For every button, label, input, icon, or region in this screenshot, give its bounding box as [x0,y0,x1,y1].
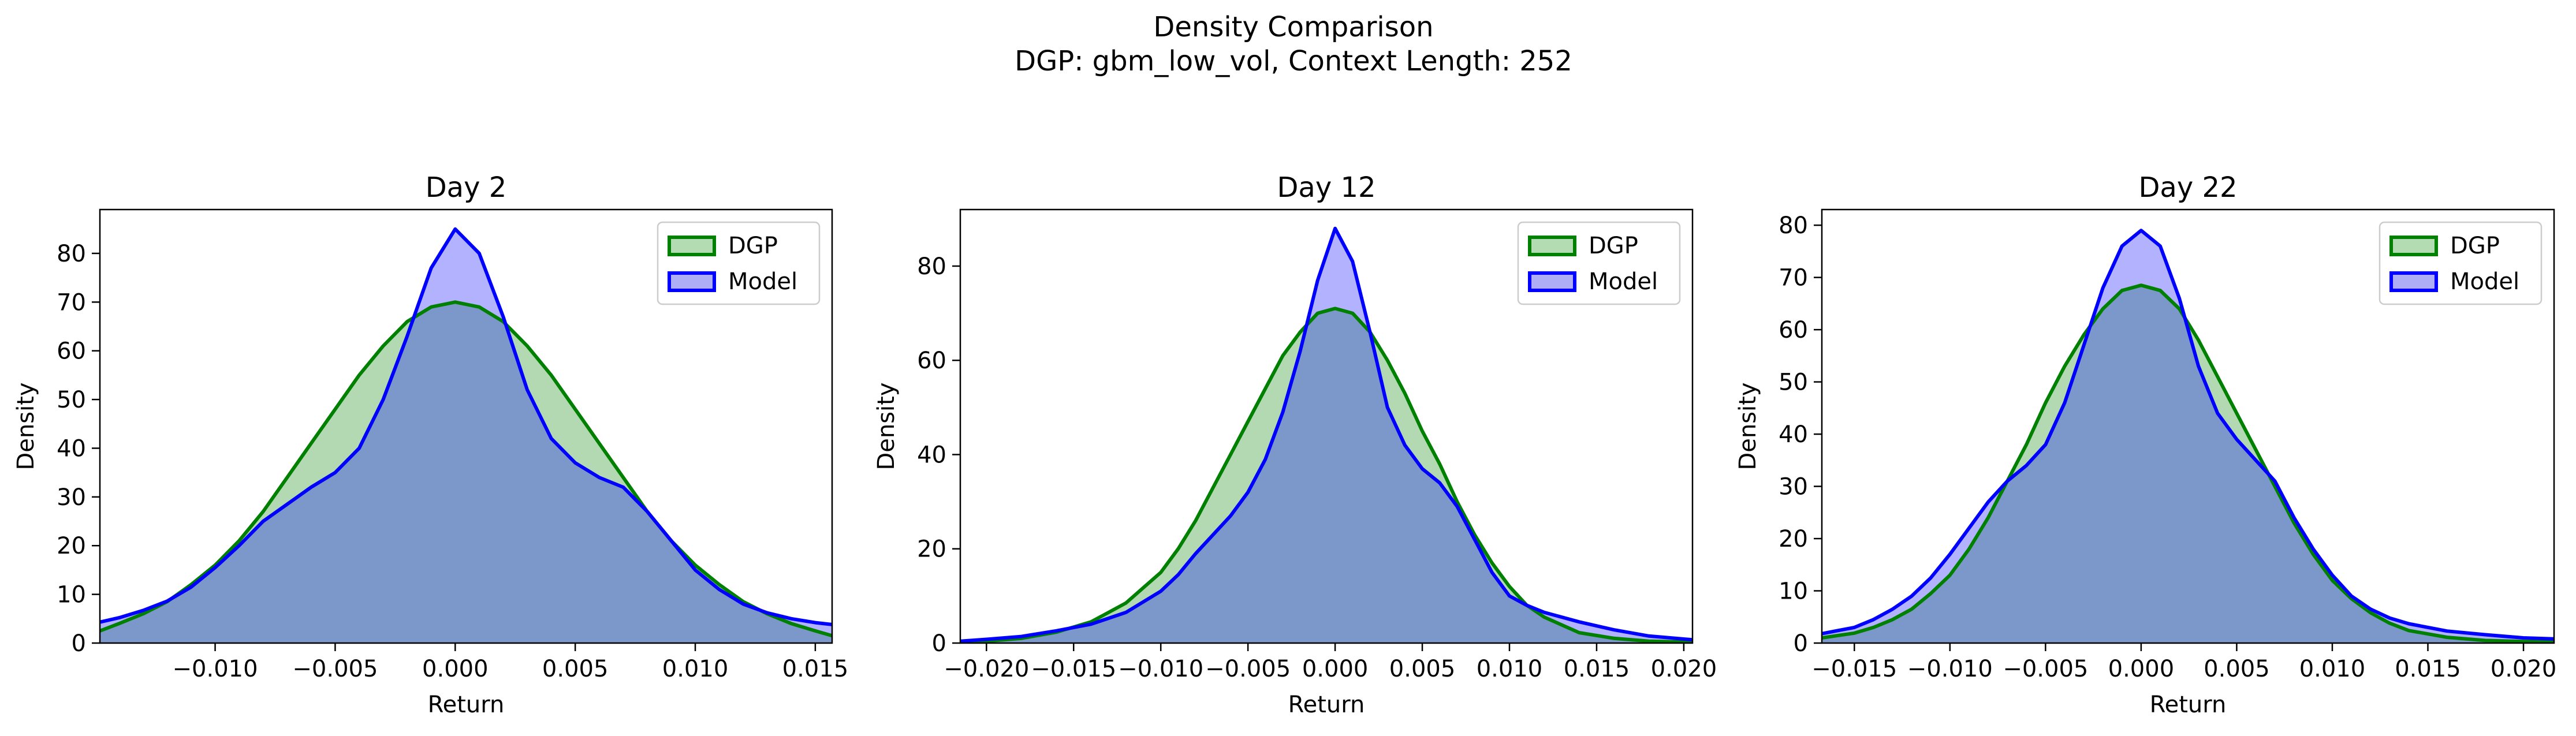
axes-frame [959,208,1694,644]
dgp-density-line [1822,283,2554,643]
legend-swatch-model [1528,271,1576,292]
y-tick-label: 20 [1779,526,1808,552]
legend-label: DGP [2450,233,2500,259]
x-tick-label: 0.020 [2491,656,2557,682]
y-axis-label: Density [873,382,900,470]
y-tick-label: 40 [57,435,86,462]
legend: DGP Model [657,221,821,305]
x-tick-label: 0.015 [2395,656,2461,682]
y-tick-label: 70 [57,289,86,316]
legend-label: DGP [1589,233,1638,259]
y-tick-label: 70 [1779,265,1808,292]
model-density-line [100,227,832,626]
figure-title-line1: Density Comparison [1153,11,1433,43]
y-tick-label: 0 [1794,630,1808,657]
model-density-fill [960,228,1693,643]
x-tick-label: 0.010 [662,656,729,682]
y-tick-label: 20 [917,536,946,563]
figure-title-line2: DGP: gbm_low_vol, Context Length: 252 [1015,45,1572,77]
legend-swatch-model [668,271,716,292]
y-axis-label: Density [13,382,39,470]
panel-day-12: −0.020 −0.015 −0.010 −0.005 0.000 0.005 0.010 0… [873,171,1717,718]
x-tick-label: −0.015 [1031,656,1116,682]
x-tick-label: 0.015 [1564,656,1630,682]
x-tick-label: 0.015 [782,656,849,682]
x-tick-label: −0.020 [944,656,1029,682]
plot-area [1822,229,2554,643]
legend: DGP Model [2379,221,2543,305]
dgp-density-line [100,300,832,638]
plot-area [100,227,832,643]
x-tick-label: −0.005 [2003,656,2088,682]
legend-label: Model [2450,268,2519,295]
legend: DGP Model [1517,221,1681,305]
legend-label: Model [1589,268,1658,295]
x-tick-label: 0.000 [2108,656,2175,682]
y-tick-label: 10 [57,582,86,608]
legend-swatch-model [2389,271,2438,292]
x-tick-label: 0.005 [1389,656,1456,682]
dgp-density-fill [100,302,832,643]
x-tick-label: −0.010 [173,656,258,682]
x-tick-label: −0.010 [1907,656,1993,682]
x-tick-label: −0.005 [292,656,378,682]
y-tick-label: 60 [57,338,86,365]
y-tick-label: 80 [57,241,86,267]
axes-title: Day 22 [2138,171,2237,204]
y-tick-label: 60 [1779,317,1808,343]
x-tick-label: 0.005 [2204,656,2270,682]
y-tick-label: 10 [1779,578,1808,605]
y-tick-label: 20 [57,533,86,559]
axes-frame [99,208,833,644]
x-tick-label: −0.005 [1205,656,1291,682]
axes-title: Day 12 [1277,171,1375,204]
dgp-density-fill [960,308,1693,643]
y-axis-label: Density [1735,382,1761,470]
y-tick-label: 80 [917,253,946,280]
x-tick-label: 0.000 [1302,656,1369,682]
x-tick-label: 0.020 [1651,656,1717,682]
y-tick-label: 40 [1779,421,1808,448]
plot-area [960,226,1693,643]
axes-frame [1821,208,2555,644]
panel-day-22: −0.015 −0.010 −0.005 0.000 0.005 0.010 0.015 0.… [1735,171,2556,718]
legend-swatch-dgp [1528,236,1576,256]
y-tick-label: 50 [1779,369,1808,396]
y-tick-label: 0 [72,630,86,657]
y-tick-label: 50 [57,387,86,413]
model-density-fill [1822,230,2554,643]
y-tick-label: 40 [917,442,946,468]
dgp-density-fill [1822,285,2554,643]
y-tick-label: 0 [932,630,946,657]
x-axis-label: Return [1288,692,1365,718]
panel-day-2: −0.010 −0.005 0.000 0.005 0.010 0.015 0 10 20 30 4… [13,171,848,718]
model-density-line [960,226,1693,643]
legend-label: Model [728,268,797,295]
dgp-density-line [960,307,1693,643]
x-tick-label: 0.010 [1477,656,1543,682]
y-tick-label: 30 [57,484,86,511]
y-tick-label: 80 [1779,212,1808,239]
legend-swatch-dgp [2389,236,2438,256]
x-tick-label: −0.010 [1118,656,1203,682]
x-axis-label: Return [428,692,505,718]
model-density-line [1822,229,2554,641]
x-axis-label: Return [2150,692,2227,718]
model-density-fill [100,229,832,643]
y-tick-label: 30 [1779,474,1808,500]
legend-swatch-dgp [668,236,716,256]
x-tick-label: −0.015 [1811,656,1897,682]
y-tick-label: 60 [917,348,946,374]
axes-title: Day 2 [426,171,507,204]
x-tick-label: 0.005 [542,656,609,682]
x-tick-label: 0.000 [422,656,489,682]
x-tick-label: 0.010 [2299,656,2366,682]
legend-label: DGP [728,233,778,259]
